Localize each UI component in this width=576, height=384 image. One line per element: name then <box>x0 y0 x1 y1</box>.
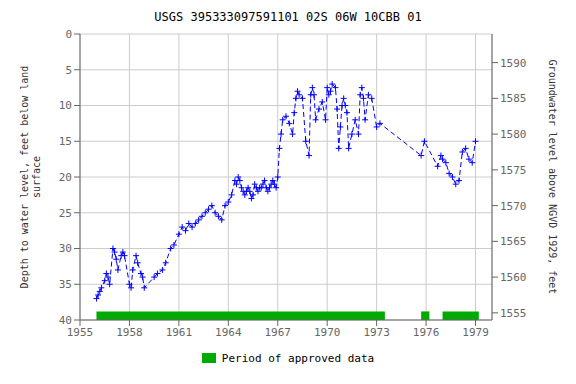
svg-text:1585: 1585 <box>500 92 527 105</box>
svg-text:1590: 1590 <box>500 57 527 70</box>
svg-text:1555: 1555 <box>500 307 527 320</box>
svg-text:1560: 1560 <box>500 271 527 284</box>
svg-text:25: 25 <box>59 207 72 220</box>
svg-text:35: 35 <box>59 278 72 291</box>
svg-text:1979: 1979 <box>462 326 489 339</box>
svg-text:Depth to water level, feet bel: Depth to water level, feet below landsur… <box>19 66 42 289</box>
svg-text:10: 10 <box>59 99 72 112</box>
svg-text:1973: 1973 <box>363 326 390 339</box>
svg-text:1958: 1958 <box>116 326 143 339</box>
svg-text:0: 0 <box>65 28 72 41</box>
svg-text:1964: 1964 <box>215 326 242 339</box>
svg-text:5: 5 <box>65 64 72 77</box>
svg-text:15: 15 <box>59 135 72 148</box>
svg-text:30: 30 <box>59 242 72 255</box>
html-text:Period of approved data: Period of approved data <box>221 351 375 365</box>
svg-text:1961: 1961 <box>166 326 193 339</box>
svg-text:1955: 1955 <box>67 326 94 339</box>
svg-text:1976: 1976 <box>413 326 440 339</box>
svg-text:1967: 1967 <box>265 326 292 339</box>
html-text:USGS 395333097591101 02S 06W 1: USGS 395333097591101 02S 06W 10CBB 01 <box>154 10 422 24</box>
svg-text:1575: 1575 <box>500 164 527 177</box>
svg-text:40: 40 <box>59 314 72 327</box>
svg-text:1580: 1580 <box>500 128 527 141</box>
svg-text:Groundwater level above NGVD 1: Groundwater level above NGVD 1929, feet <box>547 60 558 295</box>
svg-text:1970: 1970 <box>314 326 341 339</box>
svg-text:1570: 1570 <box>500 200 527 213</box>
svg-text:20: 20 <box>59 171 72 184</box>
svg-text:1565: 1565 <box>500 235 527 248</box>
